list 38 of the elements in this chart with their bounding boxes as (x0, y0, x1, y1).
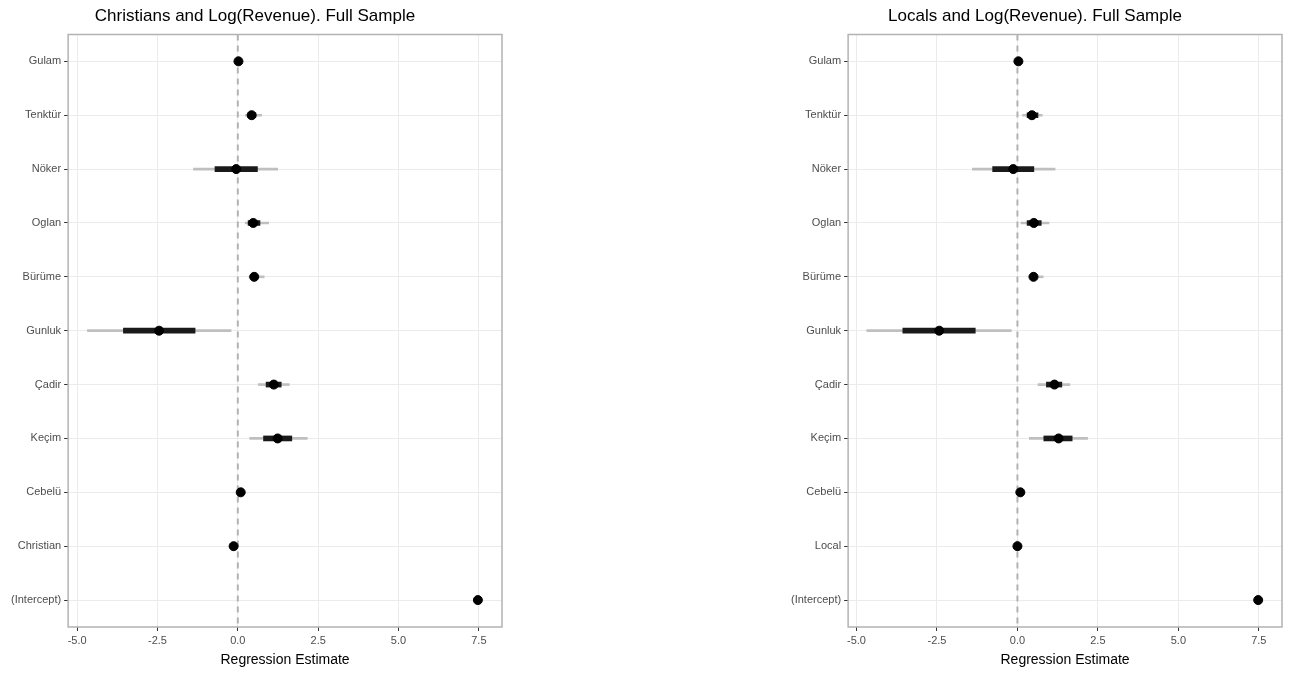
y-tick-label: Cebelü (26, 485, 62, 498)
y-tick-label: Oglan (31, 215, 62, 228)
y-tick-label: Christian (17, 539, 62, 552)
x-tick-label: -5.0 (67, 633, 87, 646)
x-axis-title: Regression Estimate (1000, 651, 1130, 668)
x-axis-title: Regression Estimate (220, 651, 350, 668)
x-tick-label: 7.5 (471, 633, 487, 646)
y-tick-label: (Intercept) (10, 593, 62, 606)
y-tick-label: Local (814, 539, 842, 552)
x-tick-label: 5.0 (1170, 633, 1187, 646)
x-tick-label: -2.5 (927, 633, 947, 646)
x-tick-label: 0.0 (1009, 633, 1026, 646)
x-tick-label: 2.5 (310, 633, 326, 646)
x-tick-label: -2.5 (147, 633, 167, 646)
y-tick-label: Nöker (31, 162, 62, 175)
y-tick-label: Gunluk (806, 323, 842, 336)
y-tick-label: Nöker (811, 162, 842, 175)
x-tick-label: 2.5 (1090, 633, 1106, 646)
x-tick-label: 5.0 (390, 633, 407, 646)
chart-title: Locals and Log(Revenue). Full Sample (888, 5, 1182, 25)
y-tick-label: Bürüme (802, 269, 842, 282)
y-tick-label: Cebelü (806, 485, 842, 498)
y-tick-label: Bürüme (22, 269, 62, 282)
y-tick-label: Tenktür (805, 108, 842, 121)
y-tick-label: Keçim (810, 431, 842, 444)
x-tick-label: 7.5 (1251, 633, 1267, 646)
chart-title: Christians and Log(Revenue). Full Sample (94, 5, 416, 25)
y-tick-label: (Intercept) (790, 593, 842, 606)
y-tick-label: Keçim (30, 431, 62, 444)
x-tick-label: -5.0 (847, 633, 866, 646)
x-tick-label: 0.0 (230, 633, 246, 646)
y-tick-label: Oglan (811, 215, 842, 228)
y-tick-label: Gulam (28, 54, 62, 67)
y-tick-label: Gulam (808, 54, 842, 67)
y-tick-label: Tenktür (25, 108, 62, 121)
y-tick-label: Çadir (34, 377, 62, 390)
y-tick-label: Çadir (814, 377, 842, 390)
y-tick-label: Gunluk (26, 323, 62, 336)
